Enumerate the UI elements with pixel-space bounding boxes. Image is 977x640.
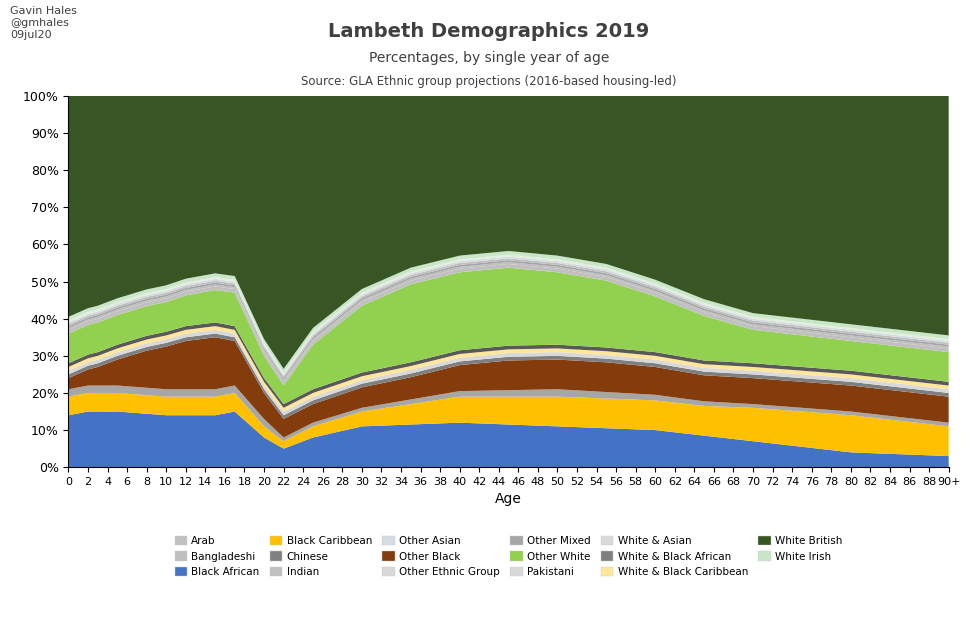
Legend: Arab, Bangladeshi, Black African, Black Caribbean, Chinese, Indian, Other Asian,: Arab, Bangladeshi, Black African, Black … [170, 532, 846, 581]
Text: Lambeth Demographics 2019: Lambeth Demographics 2019 [328, 22, 649, 42]
Text: Gavin Hales
@gmhales
09jul20: Gavin Hales @gmhales 09jul20 [10, 6, 76, 40]
Text: Percentages, by single year of age: Percentages, by single year of age [368, 51, 609, 65]
Text: Source: GLA Ethnic group projections (2016-based housing-led): Source: GLA Ethnic group projections (20… [301, 75, 676, 88]
X-axis label: Age: Age [494, 492, 522, 506]
